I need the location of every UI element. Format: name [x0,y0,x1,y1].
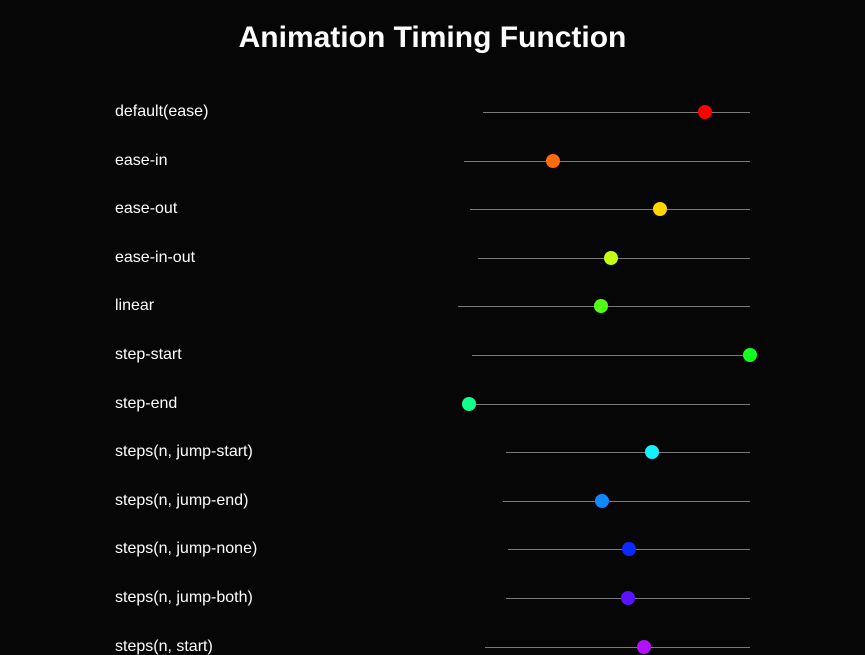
timing-row: ease-in-out [0,234,865,283]
timing-row: step-end [0,380,865,429]
timing-label: steps(n, jump-none) [115,540,258,558]
timing-row: linear [0,282,865,331]
animated-ball [604,250,619,265]
animated-ball [645,445,660,460]
timing-row: ease-in [0,137,865,186]
timing-track [472,354,750,356]
timing-row: steps(n, jump-end) [0,477,865,526]
timing-track [470,209,750,211]
timing-row: step-start [0,331,865,380]
animated-ball [697,105,712,119]
animated-ball [637,639,651,654]
timing-label: steps(n, jump-end) [115,491,249,509]
animated-ball [594,299,609,314]
timing-label: step-start [115,345,182,363]
animated-ball [653,202,668,217]
timing-track [485,646,750,648]
animated-ball [621,590,635,605]
timing-track [483,112,750,113]
animated-ball [594,493,609,508]
timing-row: ease-out [0,185,865,234]
timing-track [464,160,750,162]
timing-row: default(ease) [0,88,865,137]
timing-row: steps(n, start) [0,623,865,655]
page-title: Animation Timing Function [238,21,627,54]
timing-label: ease-in-out [115,248,196,266]
timing-label: linear [115,297,155,315]
timing-label: steps(n, jump-start) [115,443,253,461]
animated-ball [545,153,560,168]
timing-row: steps(n, jump-start) [0,428,865,477]
timing-row: steps(n, jump-none) [0,525,865,574]
timing-track [469,403,750,405]
timing-function-list: default(ease) ease-in ease-out ease-in-out l… [0,88,865,655]
timing-label: steps(n, start) [115,637,213,655]
timing-label: ease-in [115,151,168,169]
timing-row: steps(n, jump-both) [0,574,865,623]
animated-ball [622,542,636,557]
animated-ball [462,396,476,411]
timing-label: steps(n, jump-both) [115,588,253,606]
timing-label: step-end [115,394,178,412]
timing-label: ease-out [115,200,178,218]
animated-ball [743,347,757,362]
timing-label: default(ease) [115,103,209,120]
timing-track [503,500,750,502]
timing-track [506,452,750,454]
